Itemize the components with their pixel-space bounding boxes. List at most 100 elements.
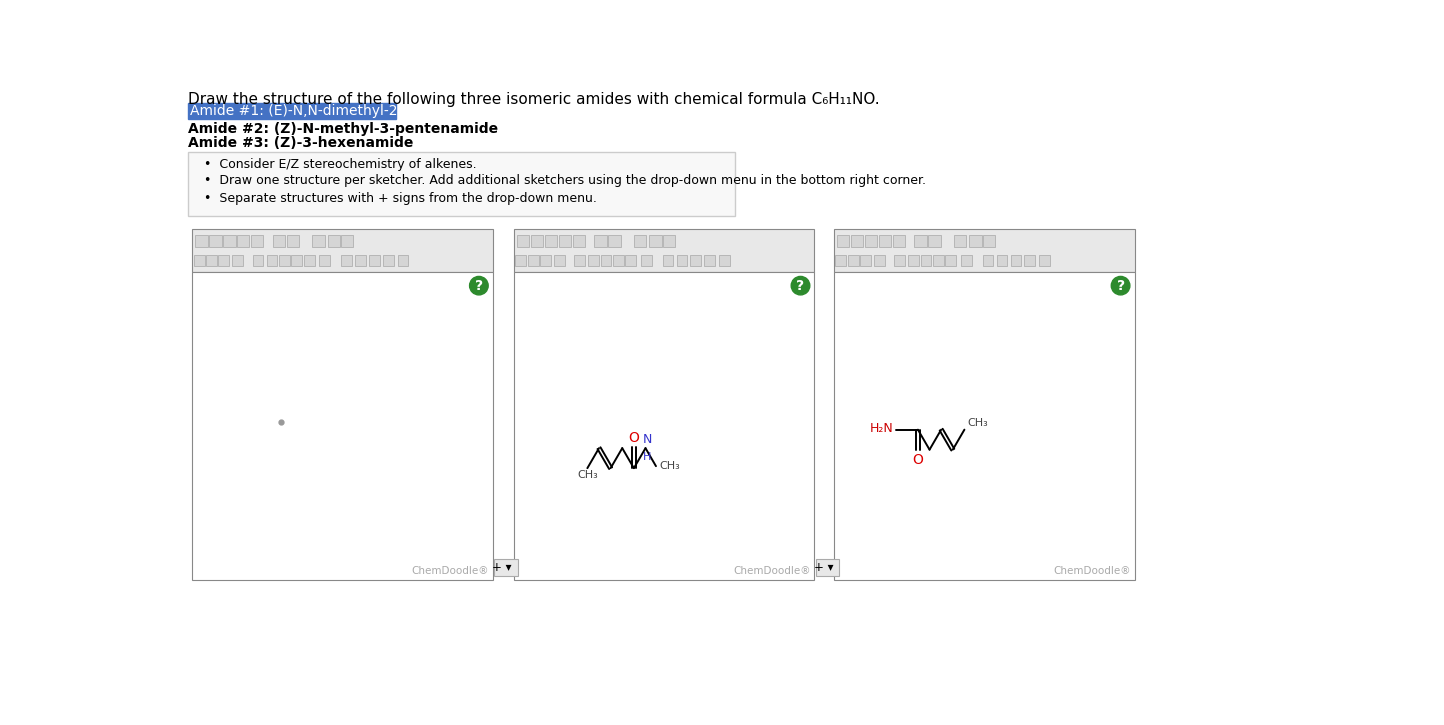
Bar [650, 235, 661, 247]
Bar [836, 255, 846, 266]
Bar [517, 235, 530, 247]
Bar [341, 255, 352, 266]
Bar [982, 255, 993, 266]
Bar [193, 255, 205, 266]
Bar [634, 235, 647, 247]
Bar [833, 272, 1135, 580]
Bar [838, 235, 849, 247]
Bar [328, 235, 341, 247]
Bar [879, 235, 891, 247]
Text: Amide #1: (E)-N,N-dimethyl-2-butenamide: Amide #1: (E)-N,N-dimethyl-2-butenamide [189, 104, 487, 118]
Text: •  Draw one structure per sketcher. Add additional sketchers using the drop-down: • Draw one structure per sketcher. Add a… [204, 175, 926, 188]
Text: O: O [628, 431, 640, 445]
Bar [588, 255, 599, 266]
Bar [206, 255, 217, 266]
Text: CH₃: CH₃ [658, 461, 680, 471]
Bar [232, 255, 243, 266]
Bar [663, 255, 673, 266]
Bar [383, 255, 394, 266]
Text: Amide #2: (Z)-N-methyl-3-pentenamide: Amide #2: (Z)-N-methyl-3-pentenamide [188, 122, 498, 136]
Bar [816, 559, 839, 576]
Circle shape [791, 276, 810, 295]
Text: •  Consider E/Z stereochemistry of alkenes.: • Consider E/Z stereochemistry of alkene… [204, 158, 477, 171]
Bar [914, 235, 927, 247]
Text: ChemDoodle®: ChemDoodle® [412, 566, 490, 576]
Bar [954, 235, 966, 247]
Bar [224, 235, 235, 247]
Text: O: O [913, 452, 923, 467]
Bar [719, 255, 731, 266]
Text: H₂N: H₂N [869, 423, 894, 436]
Bar [1024, 255, 1035, 266]
Bar [946, 255, 956, 266]
Bar [494, 559, 517, 576]
Bar [894, 255, 905, 266]
Bar [573, 235, 585, 247]
Bar [192, 229, 492, 272]
Bar [625, 255, 637, 266]
Bar [861, 255, 871, 266]
Bar [908, 255, 918, 266]
Bar [209, 235, 221, 247]
Text: CH₃: CH₃ [967, 418, 988, 428]
Bar [237, 235, 250, 247]
Text: + ▾: + ▾ [492, 561, 511, 574]
Bar [514, 229, 814, 272]
Bar [933, 255, 944, 266]
Text: H: H [643, 452, 651, 462]
Bar [690, 255, 702, 266]
Bar [848, 255, 859, 266]
Bar [595, 235, 606, 247]
Text: N: N [643, 433, 651, 446]
Circle shape [469, 276, 488, 295]
Bar [874, 255, 885, 266]
Bar [1040, 255, 1050, 266]
Bar [608, 235, 621, 247]
Circle shape [1112, 276, 1129, 295]
Bar [960, 255, 972, 266]
Bar [303, 255, 315, 266]
Bar [279, 255, 290, 266]
Bar [218, 255, 230, 266]
Bar [368, 255, 380, 266]
Text: Amide #3: (Z)-3-hexenamide: Amide #3: (Z)-3-hexenamide [188, 136, 413, 150]
Bar [287, 235, 299, 247]
Bar [851, 235, 864, 247]
Bar [601, 255, 611, 266]
Bar [355, 255, 365, 266]
Text: ChemDoodle®: ChemDoodle® [1053, 566, 1131, 576]
Text: Draw the structure of the following three isomeric amides with chemical formula : Draw the structure of the following thre… [188, 92, 879, 107]
Bar [554, 255, 565, 266]
Bar [705, 255, 715, 266]
Bar [341, 235, 354, 247]
Bar [192, 272, 492, 580]
Bar [544, 235, 557, 247]
Bar [969, 235, 982, 247]
Bar [514, 272, 814, 580]
Bar [1011, 255, 1021, 266]
Bar [188, 103, 396, 119]
Bar [267, 255, 277, 266]
Bar [273, 235, 284, 247]
Bar [319, 255, 331, 266]
Bar [559, 235, 570, 247]
Bar [641, 255, 651, 266]
Bar [397, 255, 409, 266]
Bar [575, 255, 585, 266]
Bar [516, 255, 526, 266]
Bar [663, 235, 674, 247]
Text: CH₃: CH₃ [578, 471, 598, 481]
Bar [865, 235, 877, 247]
Bar [892, 235, 905, 247]
Bar [531, 235, 543, 247]
Text: ?: ? [797, 278, 804, 293]
Bar [540, 255, 552, 266]
Bar [195, 235, 208, 247]
Bar [982, 235, 995, 247]
Bar [527, 255, 539, 266]
Bar [188, 152, 735, 215]
Bar [833, 229, 1135, 272]
Bar [292, 255, 302, 266]
Text: + ▾: + ▾ [814, 561, 833, 574]
Bar [251, 235, 263, 247]
